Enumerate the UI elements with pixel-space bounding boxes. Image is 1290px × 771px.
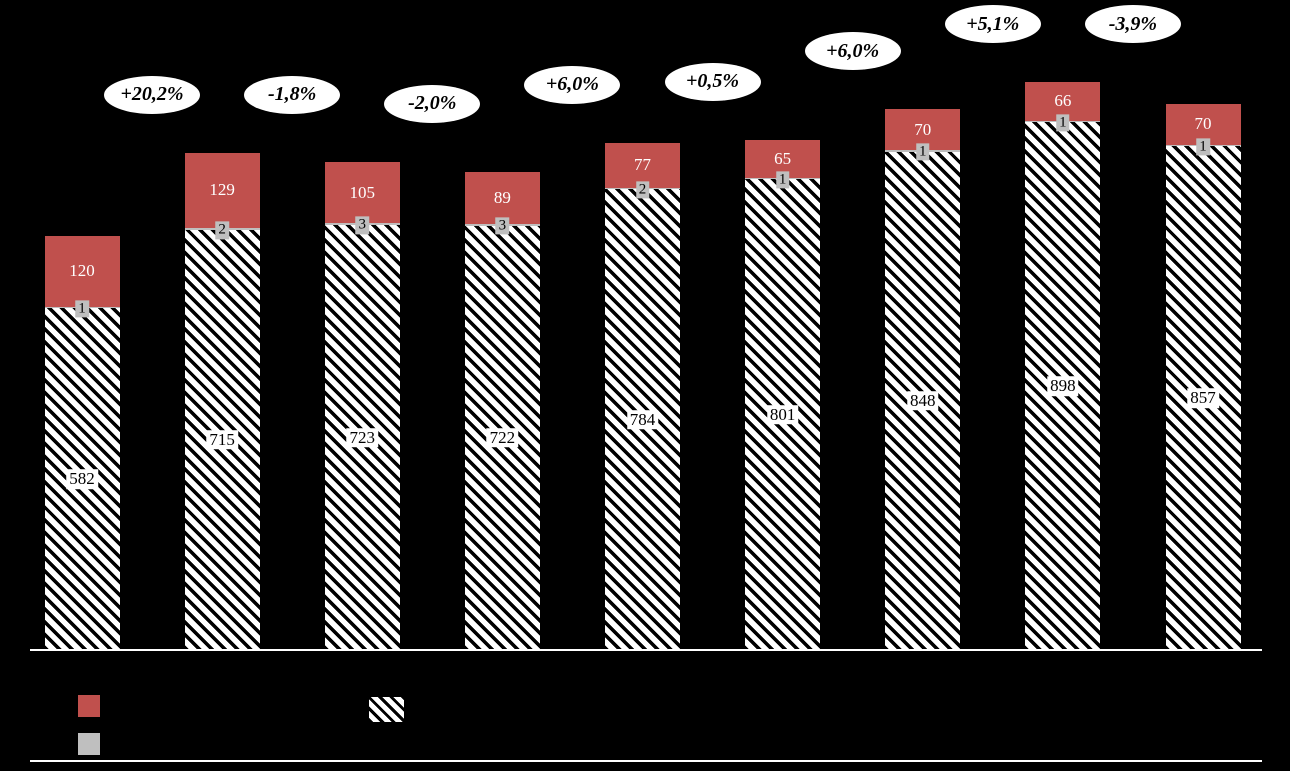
change-ellipse: +0,5% xyxy=(664,62,761,101)
bar-value-top: 89 xyxy=(493,188,511,208)
bar-segment-red xyxy=(464,171,540,224)
change-ellipse: +6,0% xyxy=(524,65,621,104)
bar-value-top: 120 xyxy=(69,261,95,281)
bar-segment-hatched xyxy=(184,229,260,650)
bar-value-base: 801 xyxy=(766,404,799,425)
bar-value-middle: 1 xyxy=(1056,114,1070,132)
bar-value-middle: 1 xyxy=(775,171,790,189)
bar-value-base: 723 xyxy=(346,427,378,448)
bar-segment-red xyxy=(1165,103,1241,145)
bar-value-top: 70 xyxy=(914,119,932,139)
bar-value-top: 77 xyxy=(634,155,651,175)
bar-value-middle: 2 xyxy=(635,181,650,199)
bar-segment-red xyxy=(184,152,260,229)
change-ellipse: +6,0% xyxy=(804,32,901,71)
bar-value-middle: 3 xyxy=(495,217,510,235)
change-ellipse: +20,2% xyxy=(104,75,201,114)
bar-segment-hatched xyxy=(1165,146,1241,650)
legend-swatch-gray xyxy=(78,733,100,755)
x-axis-line xyxy=(30,649,1262,651)
bar-value-middle: 2 xyxy=(215,221,229,239)
bar-value-top: 66 xyxy=(1054,91,1072,111)
bar-segment-red xyxy=(324,161,400,224)
change-ellipse: -2,0% xyxy=(384,84,481,123)
bar-segment-red xyxy=(605,142,680,188)
bar-value-base: 898 xyxy=(1047,376,1079,396)
bar-value-base: 582 xyxy=(66,469,98,489)
legend-swatch-hatched xyxy=(369,697,404,722)
change-ellipse: +5,1% xyxy=(944,5,1041,44)
change-ellipse: -3,9% xyxy=(1084,5,1181,44)
bar-value-top: 70 xyxy=(1194,114,1212,134)
legend-swatch-red xyxy=(78,695,100,717)
bar-value-base: 857 xyxy=(1187,388,1219,408)
bar-segment-red xyxy=(44,236,120,307)
bar-segment-red xyxy=(885,109,961,151)
bar-value-base: 848 xyxy=(907,391,939,411)
bar-value-middle: 1 xyxy=(1196,138,1210,156)
bar-value-top: 65 xyxy=(774,148,792,168)
bar-value-base: 784 xyxy=(626,409,659,430)
bar-value-middle: 3 xyxy=(355,216,369,235)
bar-value-middle: 1 xyxy=(916,143,930,161)
change-ellipse: -1,8% xyxy=(244,75,341,114)
bar-value-top: 105 xyxy=(349,182,376,202)
bar-value-base: 722 xyxy=(486,428,519,448)
bottom-border-line xyxy=(30,760,1262,762)
bar-value-middle: 1 xyxy=(75,299,89,318)
bar-value-base: 715 xyxy=(206,430,238,450)
bar-value-top: 129 xyxy=(209,180,235,200)
bar-segment-hatched xyxy=(885,151,961,650)
